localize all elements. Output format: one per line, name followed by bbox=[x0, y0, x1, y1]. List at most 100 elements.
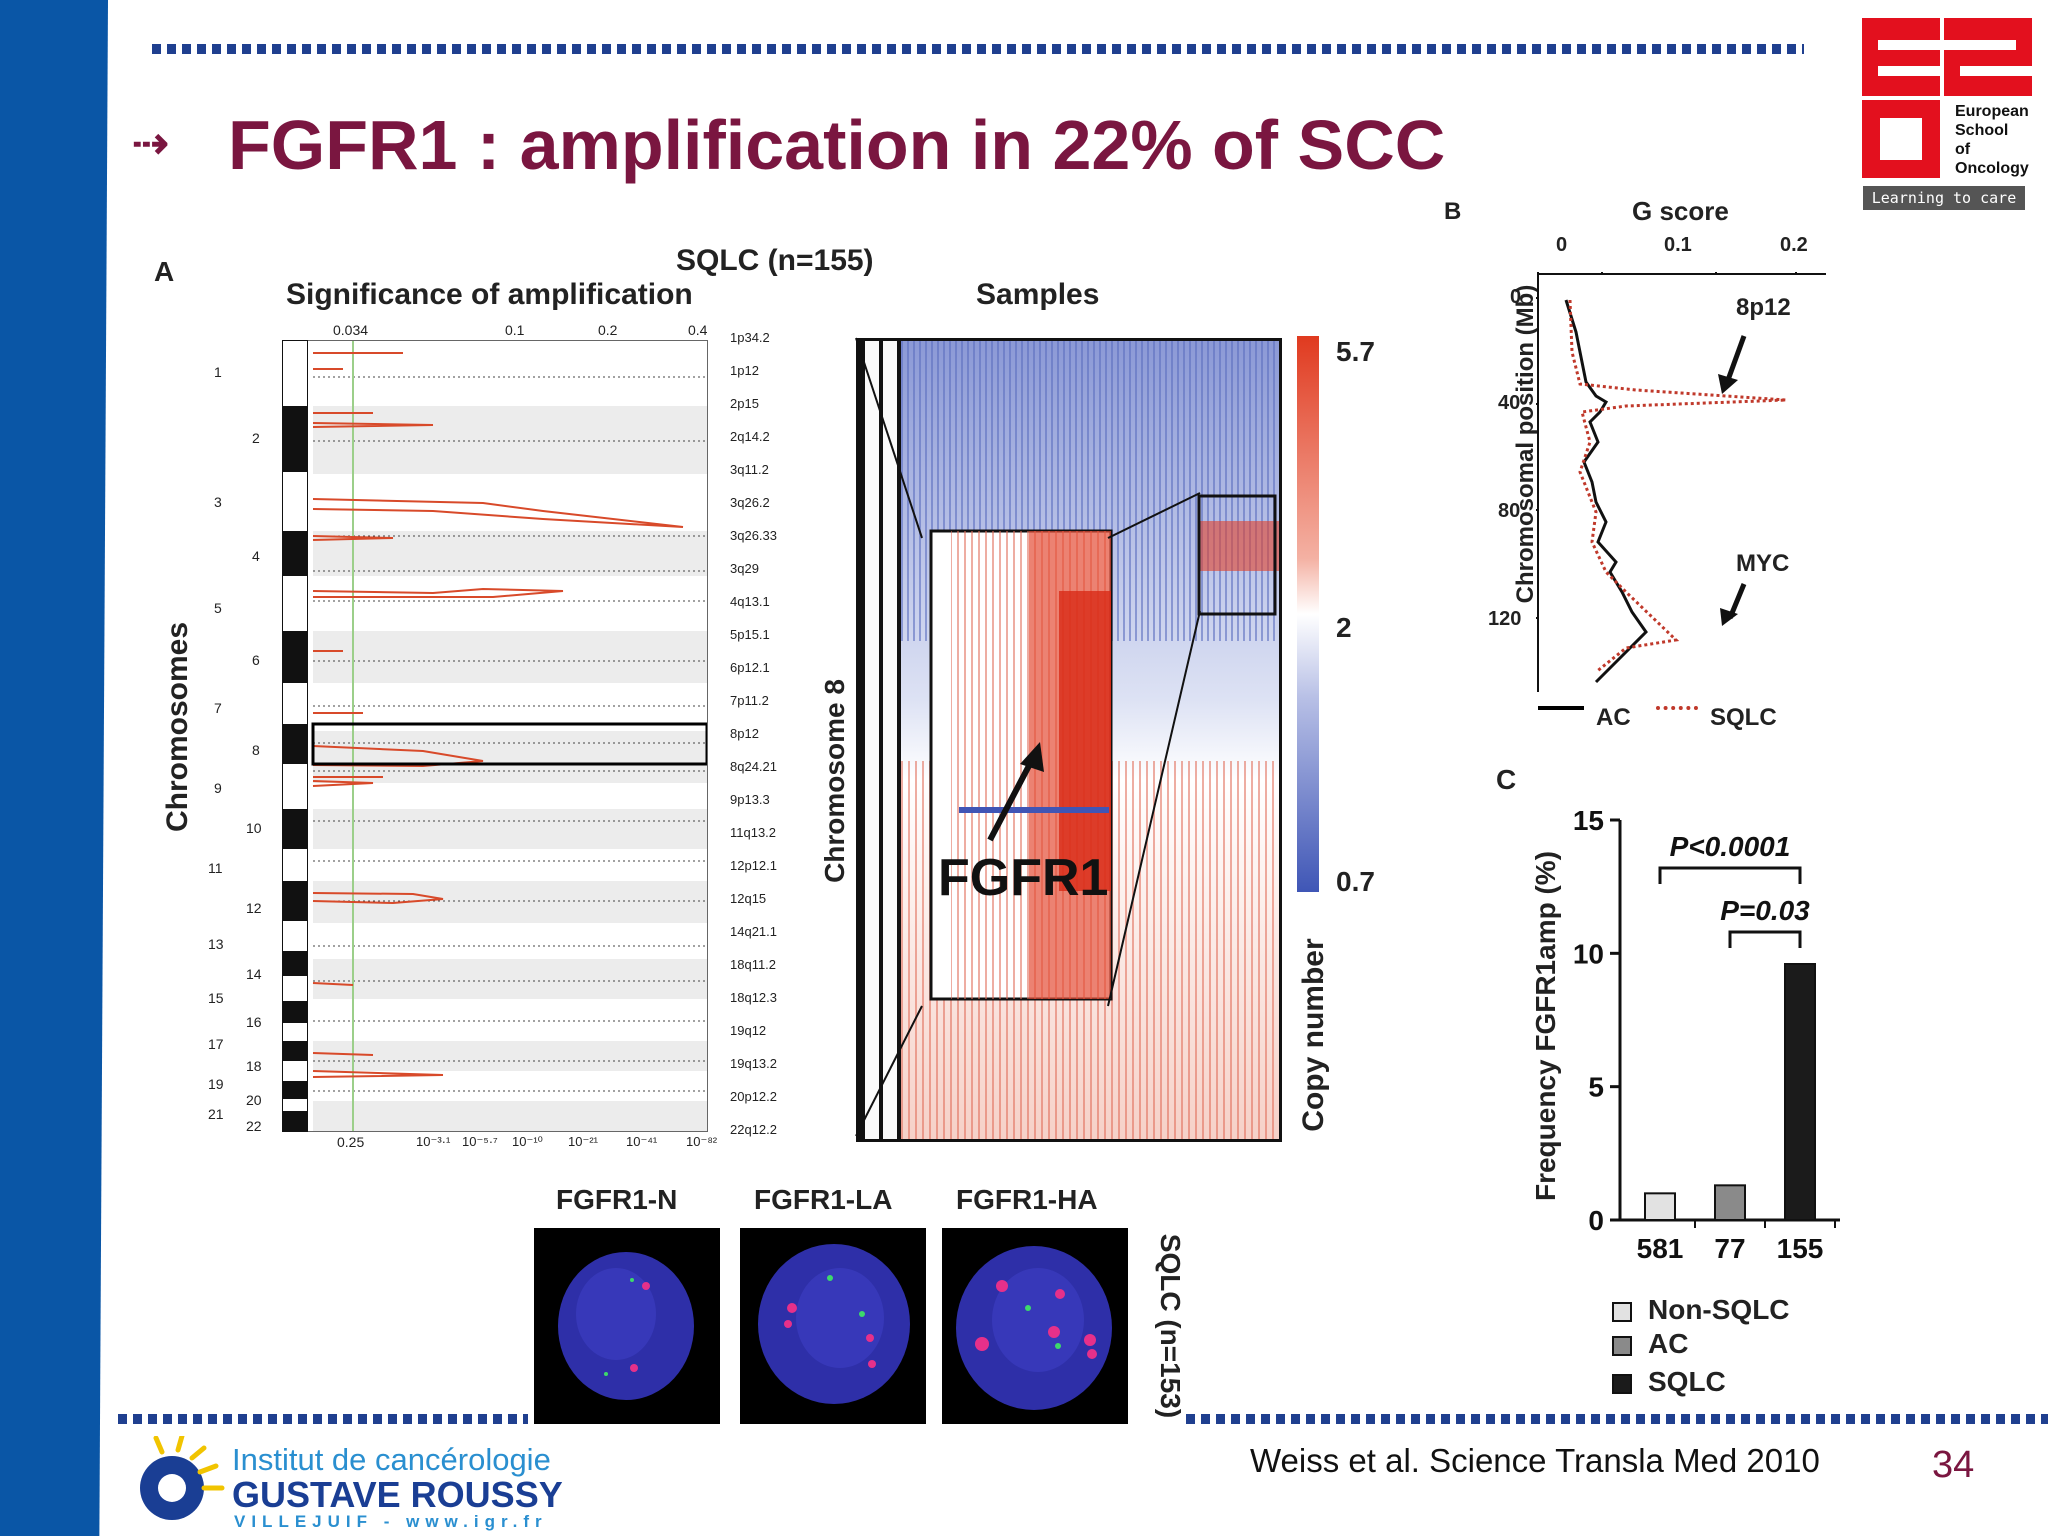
bar bbox=[1714, 1184, 1746, 1222]
gscore-y-tick: 0 bbox=[1510, 286, 1522, 308]
p-value-label: P=0.03 bbox=[1720, 895, 1810, 926]
chromosome-number: 11 bbox=[208, 860, 223, 876]
colorbar-mid-label: 2 bbox=[1336, 612, 1352, 643]
citation: Weiss et al. Science Transla Med 2010 bbox=[1250, 1442, 1820, 1479]
band-label: 2p15 bbox=[730, 396, 759, 411]
eso-logo bbox=[1862, 18, 2032, 178]
fish-image-n bbox=[534, 1228, 720, 1424]
igr-line1: Institut de cancérologie bbox=[232, 1442, 551, 1477]
fgfr1-arrow-icon bbox=[987, 742, 1044, 842]
panel-b-letter: B bbox=[1444, 198, 1462, 225]
chromosome-number: 16 bbox=[246, 1014, 262, 1030]
fish-label-la: FGFR1-LA bbox=[754, 1184, 893, 1215]
band-label: 3q26.33 bbox=[730, 528, 777, 543]
band-label: 1p12 bbox=[730, 363, 759, 378]
chromosome-number: 10 bbox=[246, 820, 262, 836]
band-label: 12p12.1 bbox=[730, 858, 777, 873]
left-sidebar-band bbox=[0, 0, 108, 1536]
samples-label: Samples bbox=[976, 278, 1100, 311]
band-label: 19q13.2 bbox=[730, 1056, 777, 1071]
igr-line2: GUSTAVE ROUSSY bbox=[232, 1474, 563, 1515]
band-label: 19q12 bbox=[730, 1023, 767, 1038]
chromosome-number: 6 bbox=[252, 652, 260, 668]
bar bbox=[1784, 963, 1816, 1221]
chromosome-number: 4 bbox=[252, 548, 260, 564]
y-tick-label: 10 bbox=[1573, 938, 1604, 969]
gscore-traces bbox=[1530, 266, 1826, 692]
fish-cell-n bbox=[558, 1252, 694, 1400]
gscore-title: G score bbox=[1632, 196, 1729, 226]
band-label: 4q13.1 bbox=[730, 594, 770, 609]
gscore-plot bbox=[1530, 266, 1826, 692]
fish-label-ha: FGFR1-HA bbox=[956, 1184, 1098, 1215]
fish-cell-ha bbox=[956, 1246, 1112, 1410]
eso-word-4: Oncology bbox=[1955, 160, 2029, 177]
panel-a-subtitle: Significance of amplification bbox=[286, 278, 693, 311]
chromosome-number: 22 bbox=[246, 1118, 262, 1134]
legend-swatch-ac bbox=[1612, 1336, 1632, 1356]
band-label: 8q24.21 bbox=[730, 759, 777, 774]
band-label: 3q11.2 bbox=[730, 462, 769, 477]
x-tick-label: 581 bbox=[1637, 1233, 1684, 1260]
annotation-myc: MYC bbox=[1736, 550, 1790, 577]
bottom-tick-label: 10⁻⁴¹ bbox=[626, 1134, 658, 1149]
band-label: 18q11.2 bbox=[730, 957, 777, 972]
significance-plot bbox=[282, 340, 709, 1132]
chromosome-number: 17 bbox=[208, 1036, 224, 1052]
chromosome-ideogram bbox=[282, 340, 308, 1132]
bottom-tick-label: 10⁻³·¹ bbox=[416, 1134, 451, 1149]
eso-word-3: of bbox=[1955, 141, 1971, 158]
bottom-tick-label: 0.25 bbox=[337, 1134, 365, 1150]
legend-label-nonsqlc: Non-SQLC bbox=[1648, 1294, 1790, 1325]
footer-dotted-rule-left bbox=[118, 1414, 528, 1424]
bottom-tick-label: 10⁻¹⁰ bbox=[512, 1134, 543, 1149]
band-label: 8p12 bbox=[730, 726, 759, 741]
legend-label-ac: AC bbox=[1648, 1328, 1689, 1359]
legend-label-sqlc: SQLC bbox=[1648, 1366, 1726, 1397]
chromosome-number: 8 bbox=[252, 742, 260, 758]
gscore-y-tick: 80 bbox=[1498, 500, 1521, 522]
annotation-8p12: 8p12 bbox=[1736, 294, 1791, 321]
title-arrow-icon: ⇢ bbox=[132, 119, 169, 168]
copy-number-label: Copy number bbox=[1297, 938, 1330, 1132]
chromosome-number: 19 bbox=[208, 1076, 224, 1092]
significance-bracket bbox=[1658, 866, 1802, 884]
band-label: 18q12.3 bbox=[730, 990, 777, 1005]
band-label: 7p11.2 bbox=[730, 693, 769, 708]
chromosome-number: 14 bbox=[246, 966, 262, 982]
eso-tagline: Learning to care bbox=[1863, 186, 2025, 210]
chromosome-number: 18 bbox=[246, 1058, 262, 1074]
y-tick-label: 15 bbox=[1573, 805, 1604, 836]
copy-number-colorbar bbox=[1297, 336, 1319, 892]
band-label: 3q26.2 bbox=[730, 495, 770, 510]
chromosome-number: 2 bbox=[252, 430, 260, 446]
gscore-y-tick: 120 bbox=[1488, 608, 1522, 630]
band-label: 12q15 bbox=[730, 891, 767, 906]
chromosome-number: 15 bbox=[208, 990, 224, 1006]
band-label: 20p12.2 bbox=[730, 1089, 777, 1104]
gscore-x-tick: 0.1 bbox=[1664, 234, 1692, 256]
band-label: 3q29 bbox=[730, 561, 759, 576]
top-tick-label: 0.2 bbox=[598, 322, 618, 338]
bar bbox=[1644, 1192, 1676, 1222]
chromosomes-axis-label: Chromosomes bbox=[161, 621, 194, 833]
gscore-x-tick: 0.2 bbox=[1780, 234, 1808, 256]
fish-cell-la bbox=[758, 1244, 910, 1404]
gscore-y-tick: 40 bbox=[1498, 392, 1521, 414]
eso-word-2: School bbox=[1955, 122, 2009, 139]
chromosome-number: 1 bbox=[214, 364, 222, 380]
bottom-tick-label: 10⁻⁵·⁷ bbox=[462, 1134, 498, 1149]
chromosome-number: 21 bbox=[208, 1106, 224, 1122]
eso-word-1: European bbox=[1955, 103, 2029, 120]
chromosome-number: 5 bbox=[214, 600, 222, 616]
colorbar-min-label: 0.7 bbox=[1336, 866, 1375, 897]
chromosome-number: 9 bbox=[214, 780, 222, 796]
top-tick-label: 0.1 bbox=[505, 322, 525, 338]
footer-dotted-rule-right bbox=[1186, 1414, 2048, 1424]
fish-image-ha bbox=[942, 1228, 1128, 1424]
fish-image-la bbox=[740, 1228, 926, 1424]
band-label: 6p12.1 bbox=[730, 660, 770, 675]
chromosome-number: 20 bbox=[246, 1092, 262, 1108]
zoom-connectors bbox=[855, 337, 1201, 1137]
colorbar-max-label: 5.7 bbox=[1336, 336, 1375, 367]
